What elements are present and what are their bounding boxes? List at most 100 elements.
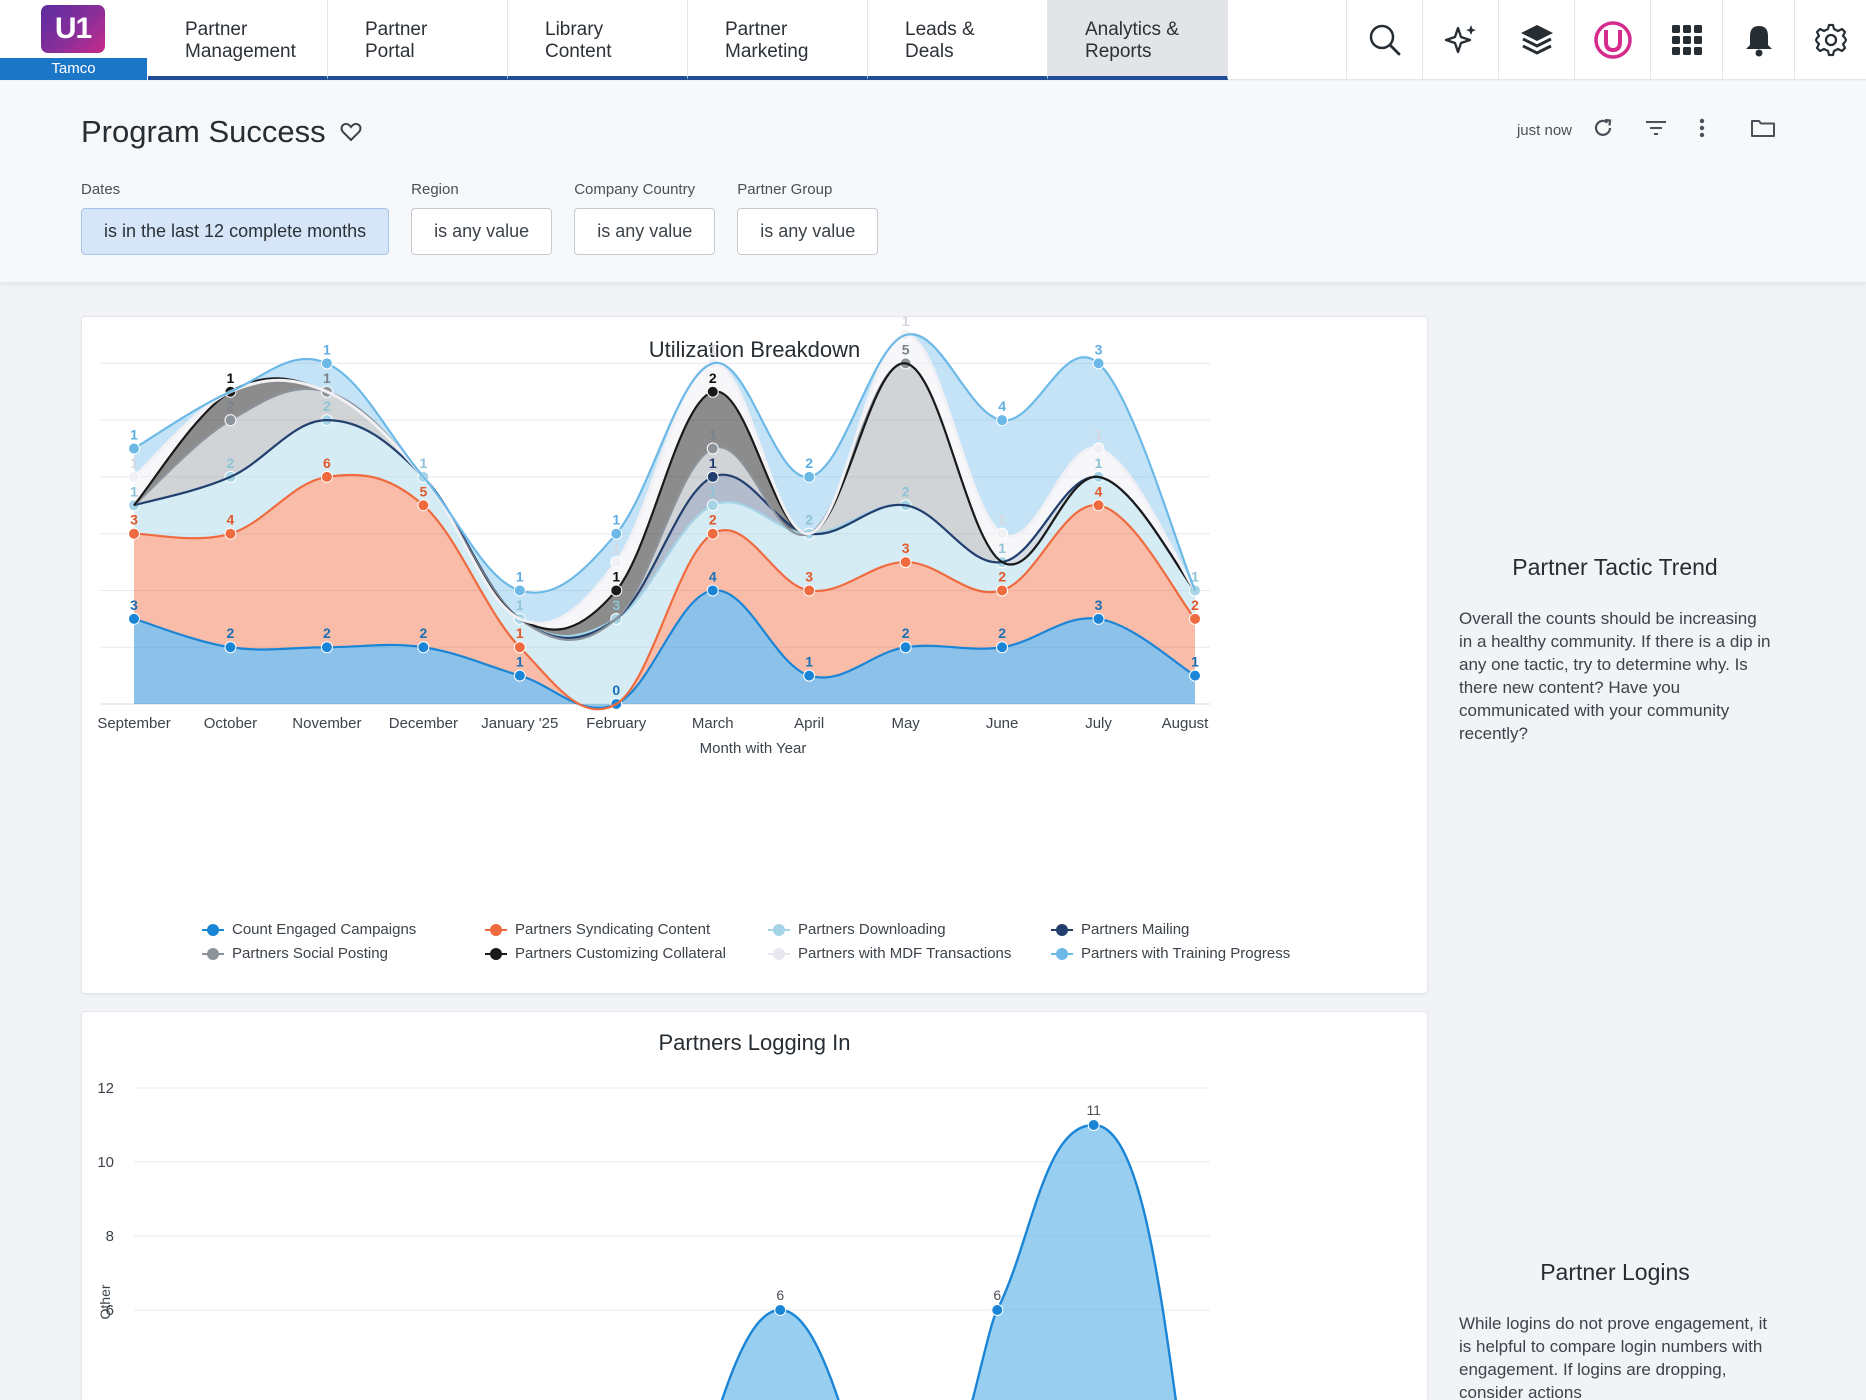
plot-area: 24681012-3222104122313465123324212211312… — [97, 317, 1210, 732]
chart-title: Partners Logging In — [658, 1030, 851, 1055]
legend-item[interactable]: Count Engaged Campaigns — [202, 921, 485, 938]
legend-item[interactable]: Partners Syndicating Content — [485, 921, 768, 938]
filter-company-country-button[interactable]: is any value — [574, 208, 716, 255]
data-point[interactable] — [706, 584, 719, 597]
data-point[interactable] — [224, 527, 237, 540]
data-point[interactable] — [899, 641, 912, 654]
legend-item[interactable]: Partners Downloading — [768, 921, 1051, 938]
series-area — [134, 590, 1195, 708]
data-point[interactable] — [320, 357, 333, 370]
data-point[interactable] — [803, 584, 816, 597]
filter-partner-group-button[interactable]: is any value — [737, 208, 879, 255]
data-label: 5 — [419, 483, 427, 499]
data-point[interactable] — [1189, 669, 1201, 682]
data-point[interactable] — [706, 499, 719, 512]
data-point[interactable] — [128, 612, 140, 625]
bell-icon[interactable] — [1722, 0, 1794, 80]
data-point[interactable] — [706, 470, 719, 483]
filter-label: Partner Group — [737, 181, 833, 198]
legend-label: Partners with MDF Transactions — [798, 945, 1012, 962]
data-point[interactable] — [1189, 612, 1201, 625]
note-text: While logins do not prove engagement, it… — [1459, 1314, 1768, 1400]
partners-logging-in-card: Partners Logging In 6 8 10 12 6 6 11 Other — [81, 1011, 1428, 1400]
data-label: 3 — [1095, 341, 1103, 357]
data-point[interactable] — [803, 669, 816, 682]
data-point[interactable] — [991, 1304, 1004, 1316]
y-tick-label: 12 — [97, 1080, 114, 1097]
refresh-icon[interactable] — [1592, 117, 1614, 144]
filter-dates: Dates is in the last 12 complete months — [81, 181, 390, 255]
tab-library-content[interactable]: Library Content — [508, 0, 688, 80]
data-point[interactable] — [1092, 357, 1105, 370]
x-tick-label: October — [204, 715, 257, 732]
tab-analytics-reports[interactable]: Analytics & Reports — [1048, 0, 1228, 80]
data-point[interactable] — [128, 442, 140, 455]
data-point[interactable] — [706, 442, 719, 455]
layers-icon[interactable] — [1498, 0, 1574, 80]
data-label: 3 — [130, 512, 138, 528]
data-point[interactable] — [610, 584, 623, 597]
data-point[interactable] — [774, 1304, 787, 1316]
data-point[interactable] — [996, 527, 1009, 540]
data-point[interactable] — [417, 499, 430, 512]
search-icon[interactable] — [1346, 0, 1422, 80]
tab-partner-marketing[interactable]: Partner Marketing — [688, 0, 868, 80]
data-point[interactable] — [417, 641, 430, 654]
legend-label: Partners Mailing — [1081, 921, 1190, 938]
company-name: Tamco — [0, 58, 147, 80]
data-point[interactable] — [706, 385, 719, 398]
main-tabs: Partner Management Partner Portal Library C… — [148, 0, 1228, 80]
filter-region-button[interactable]: is any value — [411, 208, 553, 255]
tab-leads-deals[interactable]: Leads & Deals — [868, 0, 1048, 80]
data-point[interactable] — [899, 556, 912, 569]
data-point[interactable] — [996, 641, 1009, 654]
data-label: 3 — [130, 597, 138, 613]
data-point[interactable] — [320, 470, 333, 483]
gear-icon[interactable] — [1794, 0, 1866, 80]
data-point[interactable] — [224, 641, 237, 654]
data-point[interactable] — [513, 641, 526, 654]
data-label: 1 — [902, 317, 910, 329]
data-point[interactable] — [128, 527, 140, 540]
data-point[interactable] — [320, 641, 333, 654]
filter-icon[interactable] — [1644, 119, 1668, 142]
data-label: 2 — [902, 483, 910, 499]
tab-partner-portal[interactable]: Partner Portal — [328, 0, 508, 80]
data-point[interactable] — [706, 527, 719, 540]
data-point[interactable] — [610, 556, 623, 569]
filter-dates-button[interactable]: is in the last 12 complete months — [81, 208, 390, 255]
data-point[interactable] — [1092, 442, 1105, 455]
data-label: 2 — [902, 625, 910, 641]
sparkle-icon[interactable] — [1422, 0, 1498, 80]
data-point[interactable] — [224, 414, 237, 427]
tab-label-line1: Partner — [365, 19, 428, 40]
legend-item[interactable]: Partners with MDF Transactions — [768, 945, 1051, 962]
data-point[interactable] — [128, 470, 140, 483]
tab-partner-management[interactable]: Partner Management — [148, 0, 328, 80]
brand-logo[interactable]: U1 — [41, 5, 105, 53]
legend-item[interactable]: Partners Social Posting — [202, 945, 485, 962]
data-label: 1 — [1095, 427, 1103, 443]
apps-grid-icon[interactable] — [1650, 0, 1722, 80]
data-point[interactable] — [610, 527, 623, 540]
more-options-icon[interactable] — [1698, 117, 1706, 144]
data-point[interactable] — [996, 584, 1009, 597]
brand-mark-icon[interactable] — [1574, 0, 1650, 80]
brand[interactable]: U1 Tamco — [0, 0, 147, 80]
legend-item[interactable]: Partners with Training Progress — [1051, 945, 1334, 962]
legend-item[interactable]: Partners Customizing Collateral — [485, 945, 768, 962]
legend-item[interactable]: Partners Mailing — [1051, 921, 1334, 938]
series-area — [134, 363, 1195, 640]
filter-label: Dates — [81, 181, 121, 198]
data-point[interactable] — [513, 584, 526, 597]
data-point[interactable] — [803, 470, 816, 483]
data-point[interactable] — [996, 414, 1009, 427]
data-point[interactable] — [1092, 499, 1105, 512]
legend-marker — [485, 947, 507, 960]
data-point[interactable] — [513, 669, 526, 682]
heart-icon[interactable] — [340, 114, 362, 150]
folder-icon[interactable] — [1750, 118, 1776, 143]
data-label: 1 — [612, 540, 620, 556]
data-point[interactable] — [1087, 1119, 1100, 1131]
data-point[interactable] — [1092, 612, 1105, 625]
